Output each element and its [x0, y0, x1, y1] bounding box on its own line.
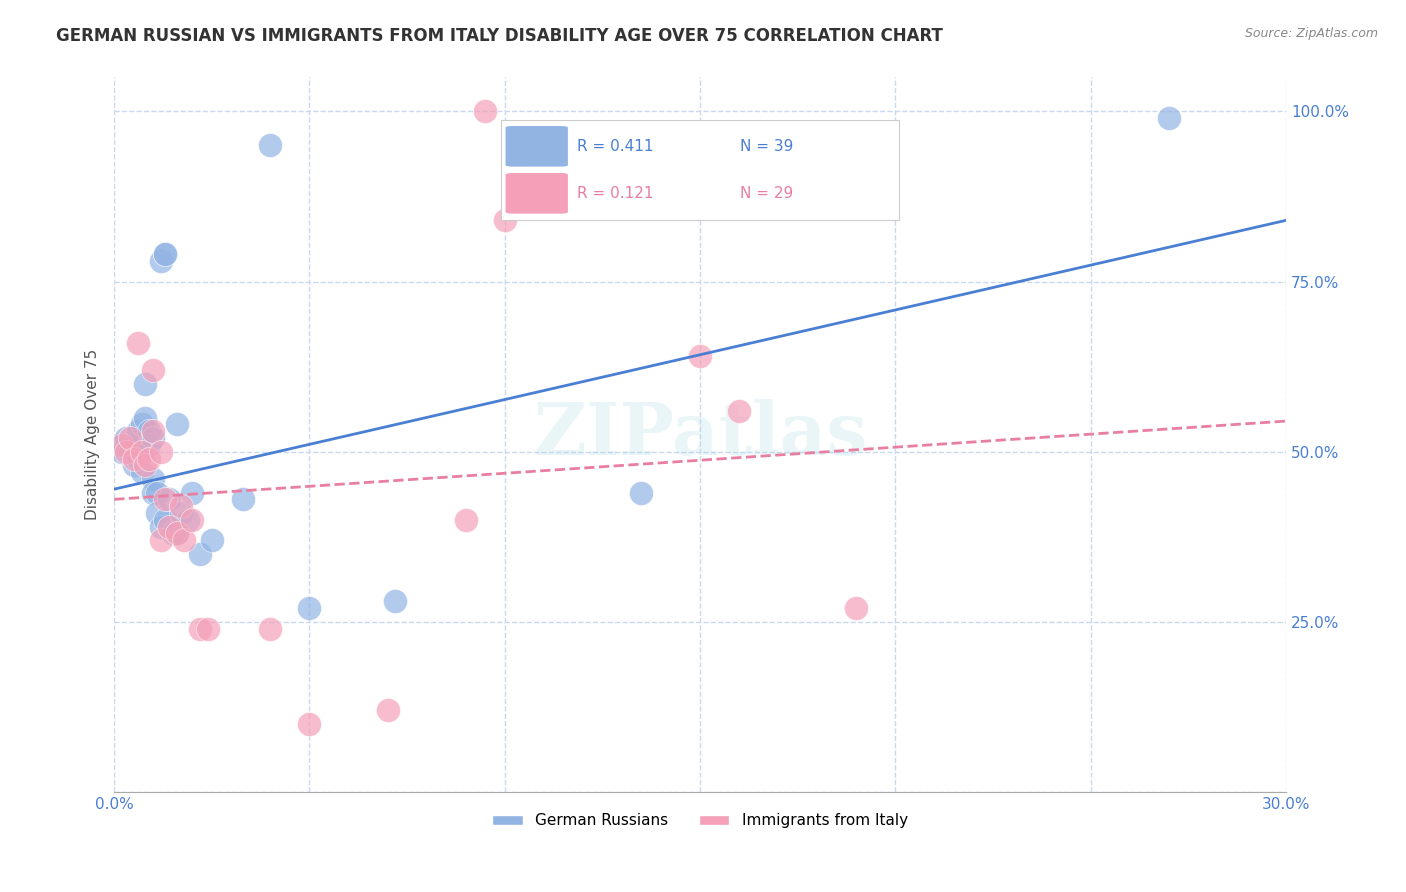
Point	[118, 431, 141, 445]
Text: GERMAN RUSSIAN VS IMMIGRANTS FROM ITALY DISABILITY AGE OVER 75 CORRELATION CHART: GERMAN RUSSIAN VS IMMIGRANTS FROM ITALY …	[56, 27, 943, 45]
Point	[122, 458, 145, 473]
Point	[181, 485, 204, 500]
Point	[134, 458, 156, 473]
Point	[169, 499, 191, 513]
Point	[134, 376, 156, 391]
Point	[146, 485, 169, 500]
Point	[153, 247, 176, 261]
Point	[845, 601, 868, 615]
Point	[134, 410, 156, 425]
Point	[259, 622, 281, 636]
Point	[177, 513, 200, 527]
Point	[131, 465, 153, 479]
Point	[127, 335, 149, 350]
Point	[122, 451, 145, 466]
Point	[201, 533, 224, 548]
Point	[259, 138, 281, 153]
Point	[142, 363, 165, 377]
Point	[162, 526, 184, 541]
Point	[298, 717, 321, 731]
Point	[153, 513, 176, 527]
Point	[169, 506, 191, 520]
Point	[454, 513, 477, 527]
Point	[131, 417, 153, 432]
Point	[153, 247, 176, 261]
Point	[127, 425, 149, 439]
Point	[188, 622, 211, 636]
Point	[118, 444, 141, 458]
Legend: German Russians, Immigrants from Italy: German Russians, Immigrants from Italy	[486, 807, 914, 834]
Point	[166, 417, 188, 432]
Point	[111, 444, 134, 458]
Point	[131, 444, 153, 458]
Point	[150, 519, 173, 533]
Point	[153, 492, 176, 507]
Point	[111, 438, 134, 452]
Text: ZIPatlas: ZIPatlas	[533, 400, 868, 470]
Point	[107, 438, 129, 452]
Point	[474, 104, 496, 119]
Text: Source: ZipAtlas.com: Source: ZipAtlas.com	[1244, 27, 1378, 40]
Point	[146, 506, 169, 520]
Point	[689, 350, 711, 364]
Point	[138, 438, 160, 452]
Point	[150, 444, 173, 458]
Point	[142, 425, 165, 439]
Point	[157, 492, 180, 507]
Point	[232, 492, 254, 507]
Point	[188, 547, 211, 561]
Point	[142, 431, 165, 445]
Y-axis label: Disability Age Over 75: Disability Age Over 75	[86, 349, 100, 520]
Point	[630, 485, 652, 500]
Point	[166, 526, 188, 541]
Point	[115, 444, 138, 458]
Point	[115, 431, 138, 445]
Point	[384, 594, 406, 608]
Point	[138, 451, 160, 466]
Point	[142, 472, 165, 486]
Point	[181, 513, 204, 527]
Point	[157, 519, 180, 533]
Point	[728, 404, 751, 418]
Point	[150, 254, 173, 268]
Point	[197, 622, 219, 636]
Point	[1157, 112, 1180, 126]
Point	[138, 425, 160, 439]
Point	[142, 485, 165, 500]
Point	[377, 703, 399, 717]
Point	[150, 533, 173, 548]
Point	[127, 451, 149, 466]
Point	[494, 213, 516, 227]
Point	[173, 533, 195, 548]
Point	[298, 601, 321, 615]
Point	[166, 526, 188, 541]
Point	[122, 438, 145, 452]
